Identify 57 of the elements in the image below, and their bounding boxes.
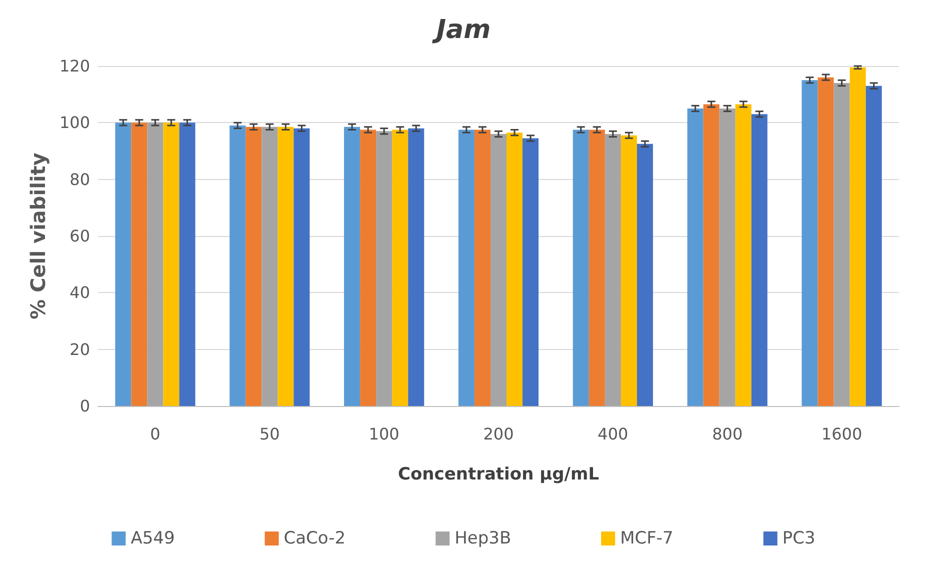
bar <box>719 108 736 406</box>
bar <box>115 122 132 406</box>
bar <box>818 77 834 406</box>
y-tick-label: 40 <box>70 283 90 302</box>
x-axis-title: Concentration µg/mL <box>398 464 600 484</box>
bar <box>376 131 392 406</box>
legend-label: A549 <box>130 528 175 548</box>
y-tick-label: 80 <box>70 170 90 189</box>
bar <box>408 128 424 406</box>
y-tick-label: 20 <box>70 340 90 359</box>
bar <box>588 130 605 406</box>
bar <box>458 130 474 406</box>
y-tick-label: 60 <box>70 226 90 246</box>
bar <box>834 83 850 406</box>
y-tick-label: 0 <box>80 396 90 416</box>
bar <box>636 144 653 406</box>
x-tick-label: 100 <box>368 424 400 444</box>
bar <box>751 114 768 406</box>
x-tick-label: 200 <box>483 424 514 444</box>
bar <box>735 104 752 406</box>
x-tick-label: 0 <box>150 424 160 444</box>
bar <box>131 122 148 406</box>
bar <box>179 122 196 406</box>
bar <box>278 126 294 406</box>
bar <box>230 126 246 406</box>
bar <box>604 134 621 406</box>
legend-label: CaCo-2 <box>284 528 346 548</box>
y-axis-title: % Cell viability <box>26 152 50 320</box>
bar <box>360 130 376 406</box>
bar <box>620 135 637 406</box>
bar <box>703 104 720 406</box>
x-tick-label: 50 <box>259 424 280 444</box>
legend-label: Hep3B <box>454 528 512 548</box>
bar <box>687 108 704 406</box>
legend-label: MCF-7 <box>620 528 674 548</box>
chart-title: Jam <box>431 15 491 45</box>
bar <box>572 130 589 406</box>
bar <box>866 86 882 406</box>
bar <box>262 126 278 406</box>
bar <box>490 134 507 406</box>
bar <box>163 122 180 406</box>
legend-label: PC3 <box>782 528 816 548</box>
x-tick-label: 400 <box>598 424 628 444</box>
bar <box>522 138 539 406</box>
y-tick-label: 120 <box>59 56 90 76</box>
bar <box>294 128 310 406</box>
y-tick-label: 100 <box>59 113 90 132</box>
x-tick-label: 1600 <box>821 424 862 444</box>
bar <box>802 80 818 406</box>
bar <box>392 130 408 406</box>
bar <box>474 130 490 406</box>
bar <box>344 126 360 406</box>
bar <box>506 132 523 406</box>
bar <box>246 126 262 406</box>
bar <box>147 122 164 406</box>
x-tick-label: 800 <box>712 424 743 444</box>
bar <box>850 67 866 406</box>
